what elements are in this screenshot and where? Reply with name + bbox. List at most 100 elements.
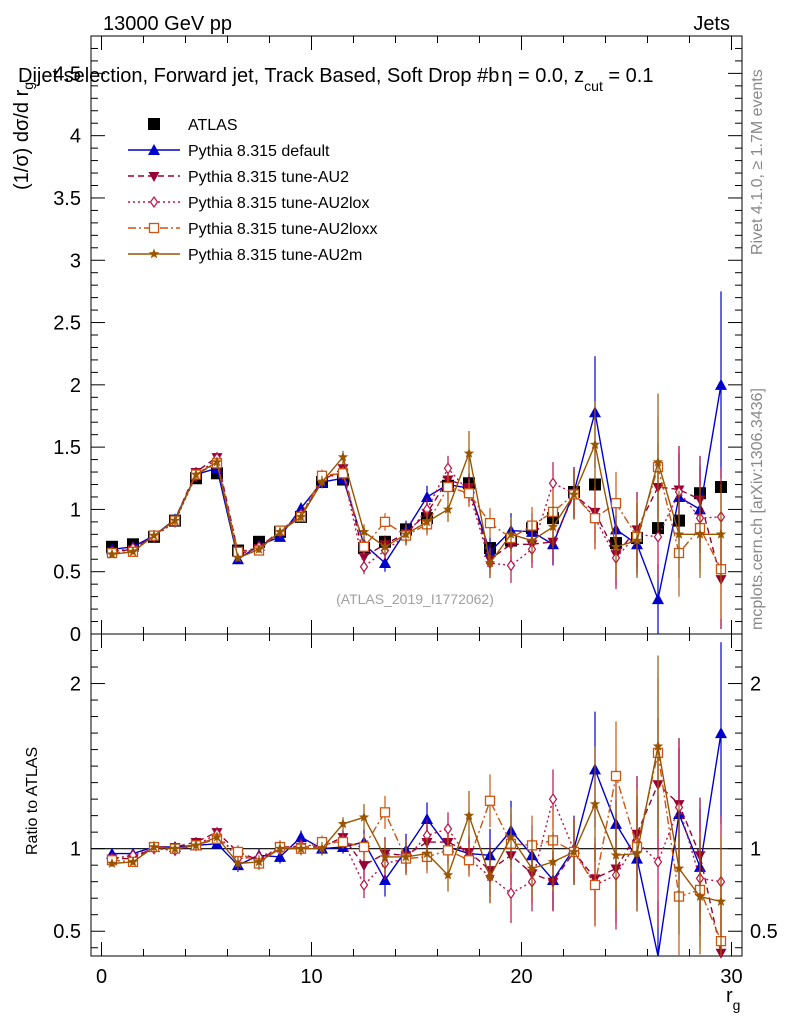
ratio-point <box>673 863 685 873</box>
legend-marker <box>148 248 160 259</box>
legend-item: Pythia 8.315 tune-AU2lox <box>128 195 369 212</box>
legend-label: ATLAS <box>188 117 238 134</box>
ratio-point <box>148 841 160 852</box>
ratio-point <box>442 869 454 880</box>
ratio-point <box>505 831 517 842</box>
ratio-point <box>337 836 349 848</box>
ratio-point <box>358 861 370 872</box>
ratio-series-line <box>112 783 722 953</box>
legend-item: Pythia 8.315 tune-AU2loxx <box>128 221 377 238</box>
ratio-point <box>232 858 244 868</box>
ratio-series-line <box>112 732 722 957</box>
ratio-point <box>127 856 139 867</box>
y-tick-label: 1 <box>70 499 81 521</box>
main-point <box>505 528 517 539</box>
main-point <box>421 490 433 502</box>
main-point <box>379 556 391 568</box>
y-tick-label: 0.5 <box>53 562 81 584</box>
main-point <box>443 462 453 475</box>
main-point <box>253 543 265 554</box>
legend-item: ATLAS <box>148 117 238 134</box>
main-point <box>652 456 664 467</box>
ratio-point <box>358 811 370 822</box>
ratio-point <box>274 843 286 854</box>
legend-item: Pythia 8.315 default <box>128 143 330 160</box>
main-point <box>442 481 454 493</box>
ratio-point <box>506 887 516 900</box>
ratio-point <box>379 851 391 862</box>
ratio-point <box>526 863 538 873</box>
main-point <box>379 541 391 552</box>
ratio-y-tick-label-right: 2 <box>750 674 761 696</box>
ratio-point <box>190 839 202 850</box>
plot-title: Dijet selection, Forward jet, Track Base… <box>18 65 653 94</box>
ratio-point <box>295 831 307 843</box>
ratio-point <box>211 831 223 842</box>
ratio-series-pythia-8-315-tune-au2loxx <box>106 678 727 956</box>
main-point <box>484 557 496 568</box>
main-point <box>190 469 202 479</box>
main-point <box>400 528 412 539</box>
legend-item: Pythia 8.315 tune-AU2 <box>128 169 349 186</box>
y-tick-label: 1.5 <box>53 437 81 459</box>
main-point <box>169 515 181 526</box>
main-point <box>694 528 706 539</box>
ratio-point <box>400 851 412 862</box>
legend-label: Pythia 8.315 tune-AU2 <box>188 169 349 186</box>
ratio-point <box>589 879 601 891</box>
legend-marker <box>148 118 160 130</box>
main-point <box>316 476 328 487</box>
main-series-line <box>111 462 722 570</box>
ratio-point <box>443 822 453 835</box>
ratio-point <box>337 818 349 829</box>
rivet-label: Rivet 4.1.0, ≥ 1.7M events <box>749 69 766 255</box>
ratio-y-tick-label: 0.5 <box>53 921 81 943</box>
ratio-point <box>547 856 559 867</box>
legend-label: Pythia 8.315 tune-AU2loxx <box>188 221 377 238</box>
ratio-point <box>358 841 370 853</box>
main-point <box>484 517 496 529</box>
main-point <box>548 477 558 490</box>
main-point <box>506 559 516 572</box>
main-point <box>421 516 433 527</box>
ratio-point <box>379 807 391 818</box>
title-sub: cut <box>584 78 603 94</box>
ratio-point <box>610 849 622 860</box>
ratio-point <box>463 810 475 821</box>
energy-label: 13000 GeV pp <box>103 13 232 35</box>
main-point <box>274 526 286 537</box>
main-point <box>127 546 139 557</box>
ratio-point <box>421 848 433 859</box>
x-tick-label: 20 <box>510 966 532 988</box>
ratio-point <box>232 846 244 858</box>
x-axis-title: rg <box>726 985 740 1013</box>
mcplots-label: mcplots.cern.ch [arXiv:1306.3436] <box>749 388 766 630</box>
process-label: Jets <box>693 13 730 35</box>
main-point <box>295 511 307 522</box>
ratio-point <box>652 740 664 751</box>
ratio-point <box>589 798 601 809</box>
y-tick-label: 4.5 <box>53 63 81 85</box>
ratio-y-tick-label: 2 <box>70 674 81 696</box>
main-point <box>568 489 580 499</box>
main-point <box>232 552 244 563</box>
ratio-point <box>442 845 454 856</box>
legend-marker <box>148 222 160 234</box>
main-point <box>358 541 370 552</box>
ratio-y-tick-label-right: 0.5 <box>750 921 778 943</box>
y-tick-label: 3 <box>70 250 81 272</box>
x-tick-label: 10 <box>300 966 322 988</box>
ratio-point <box>169 843 181 854</box>
ratio-point <box>253 856 265 867</box>
y-tick-label: 3.5 <box>53 188 81 210</box>
ratio-point <box>295 843 307 854</box>
ratio-point <box>568 846 580 857</box>
ratio-y-tick-label: 1 <box>70 839 81 861</box>
ratio-point <box>316 843 328 854</box>
main-point <box>589 439 601 450</box>
main-axis-ticks: 0 0.5 1 1.5 2 2.5 3 3.5 4 4.5 <box>53 35 742 646</box>
ratio-point <box>715 727 727 739</box>
legend-label: Pythia 8.315 tune-AU2lox <box>188 195 369 212</box>
main-point <box>631 535 643 545</box>
